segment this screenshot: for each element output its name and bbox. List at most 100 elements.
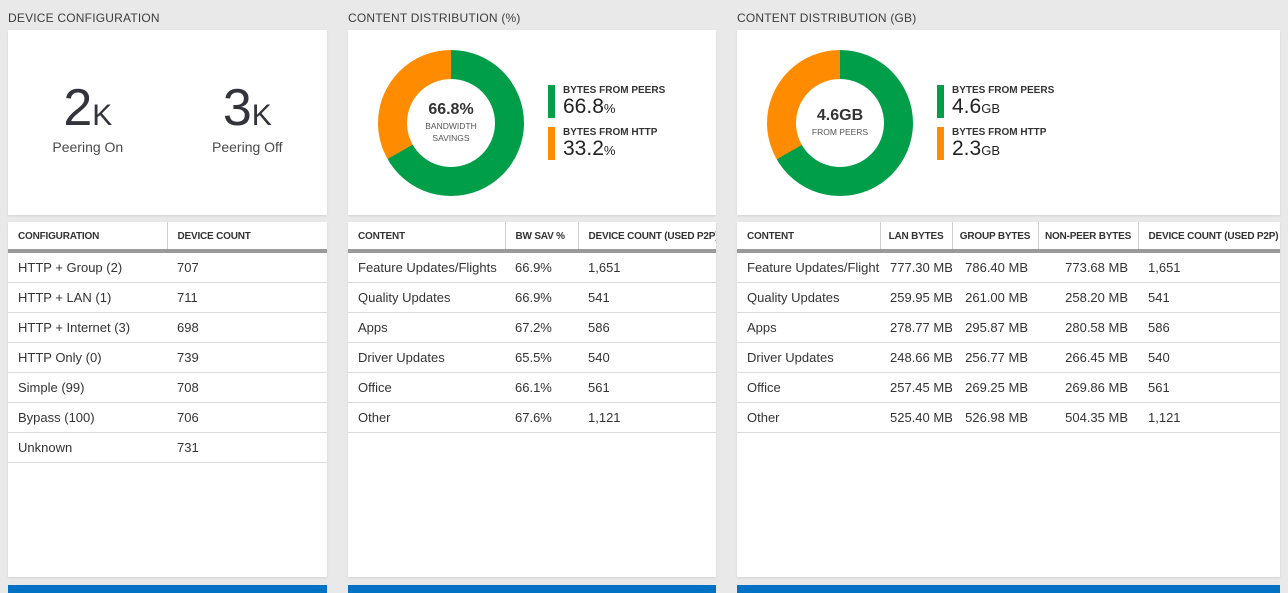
bandwidth-savings-donut-chart[interactable]: 66.8% BANDWIDTH SAVINGS bbox=[378, 49, 524, 196]
stat-peering-off-value: 3K bbox=[222, 79, 272, 137]
device-config-table: CONFIGURATION DEVICE COUNT HTTP + Group (2… bbox=[8, 222, 327, 463]
table-cell: 786.40 MB bbox=[952, 251, 1038, 283]
legend-text: BYTES FROM PEERS 4.6GB bbox=[952, 85, 1054, 118]
table-row[interactable]: Bypass (100) 706 bbox=[8, 402, 327, 433]
table-cell: 66.9% bbox=[505, 251, 578, 283]
donut-center: 66.8% BANDWIDTH SAVINGS bbox=[407, 78, 495, 167]
legend-unit-peers: % bbox=[603, 100, 616, 116]
table-row[interactable]: Feature Updates/Flights 66.9% 1,651 bbox=[348, 251, 716, 283]
table-row[interactable]: Office 257.45 MB 269.25 MB 269.86 MB 561 bbox=[737, 372, 1280, 403]
legend-unit-peers: GB bbox=[981, 100, 1000, 116]
table-row[interactable]: HTTP + Group (2) 707 bbox=[8, 251, 327, 283]
table-cell: 773.68 MB bbox=[1038, 251, 1138, 283]
table-cell: 258.20 MB bbox=[1038, 282, 1138, 313]
table-cell: Bypass (100) bbox=[8, 402, 167, 433]
legend-text: BYTES FROM HTTP 2.3GB bbox=[952, 127, 1046, 160]
column-header: CONTENT bbox=[348, 222, 506, 253]
table-cell: HTTP Only (0) bbox=[8, 342, 167, 373]
donut-center-label: FROM PEERS bbox=[811, 126, 869, 137]
table-cell: Quality Updates bbox=[348, 282, 505, 313]
table-cell: 1,651 bbox=[1138, 251, 1280, 283]
table-cell: Apps bbox=[348, 312, 505, 343]
table-cell: 261.00 MB bbox=[952, 282, 1038, 313]
table-cell: Other bbox=[737, 402, 880, 433]
table-row[interactable]: Unknown 731 bbox=[8, 432, 327, 463]
table-cell: 65.5% bbox=[505, 342, 578, 373]
stat-peering-off-label: Peering Off bbox=[212, 139, 283, 155]
panel-footer-bar bbox=[737, 585, 1280, 593]
legend-text: BYTES FROM PEERS 66.8% bbox=[563, 85, 665, 118]
legend-value-http: 33.2% bbox=[563, 137, 616, 160]
table-row[interactable]: Other 525.40 MB 526.98 MB 504.35 MB 1,121 bbox=[737, 402, 1280, 433]
device-config-stats-tile[interactable]: 2K Peering On 3K Peering Off bbox=[8, 30, 327, 215]
legend-label-peers: BYTES FROM PEERS bbox=[563, 84, 666, 96]
stat-peering-on: 2K Peering On bbox=[52, 82, 123, 155]
column-header: LAN BYTES bbox=[880, 222, 953, 253]
table-cell: 1,121 bbox=[1138, 402, 1280, 433]
table-row[interactable]: Other 67.6% 1,121 bbox=[348, 402, 716, 433]
column-header: GROUP BYTES bbox=[952, 222, 1039, 253]
table-cell: 525.40 MB bbox=[880, 402, 952, 433]
table-row[interactable]: Office 66.1% 561 bbox=[348, 372, 716, 403]
table-cell: 777.30 MB bbox=[880, 251, 952, 283]
table-cell: 256.77 MB bbox=[952, 342, 1038, 373]
legend-label-http: BYTES FROM HTTP bbox=[952, 127, 1047, 138]
table-row[interactable]: HTTP + Internet (3) 698 bbox=[8, 312, 327, 343]
table-cell: 504.35 MB bbox=[1038, 402, 1138, 433]
table-row[interactable]: Quality Updates 66.9% 541 bbox=[348, 282, 716, 313]
legend-label-peers: BYTES FROM PEERS bbox=[952, 84, 1055, 96]
table-row[interactable]: Quality Updates 259.95 MB 261.00 MB 258.20 … bbox=[737, 282, 1280, 313]
table-row[interactable]: Apps 278.77 MB 295.87 MB 280.58 MB 586 bbox=[737, 312, 1280, 343]
table-row[interactable]: Simple (99) 708 bbox=[8, 372, 327, 403]
legend-item-bytes-from-http: BYTES FROM HTTP 2.3GB bbox=[937, 127, 1054, 160]
table-row[interactable]: Driver Updates 65.5% 540 bbox=[348, 342, 716, 373]
volume-chart-tile: 4.6GB FROM PEERS BYTES FROM PEERS 4.6GB … bbox=[737, 30, 1280, 215]
legend-item-bytes-from-http: BYTES FROM HTTP 33.2% bbox=[548, 127, 665, 160]
panel-title-content-distribution-gb: CONTENT DISTRIBUTION (GB) bbox=[737, 11, 917, 25]
legend-unit-http: % bbox=[603, 143, 616, 158]
table-cell: 66.1% bbox=[505, 372, 578, 403]
volume-donut-chart[interactable]: 4.6GB FROM PEERS bbox=[767, 49, 913, 196]
table-cell: Office bbox=[737, 372, 880, 403]
table-cell: Feature Updates/Flights bbox=[348, 251, 505, 283]
table-row[interactable]: HTTP Only (0) 739 bbox=[8, 342, 327, 373]
table-cell: Other bbox=[348, 402, 505, 433]
legend-item-bytes-from-peers: BYTES FROM PEERS 66.8% bbox=[548, 84, 665, 118]
table-cell: 269.86 MB bbox=[1038, 372, 1138, 403]
donut-center-value: 4.6GB bbox=[816, 106, 864, 124]
legend-swatch-http bbox=[548, 127, 555, 160]
column-header: CONFIGURATION bbox=[8, 222, 168, 253]
table-row[interactable]: Apps 67.2% 586 bbox=[348, 312, 716, 343]
table-row[interactable]: Driver Updates 248.66 MB 256.77 MB 266.45 M… bbox=[737, 342, 1280, 373]
legend-value-peers: 66.8% bbox=[563, 94, 616, 118]
legend-item-bytes-from-peers: BYTES FROM PEERS 4.6GB bbox=[937, 84, 1054, 118]
panel-content-distribution-gb: CONTENT DISTRIBUTION (GB) 4.6GB FROM PEE… bbox=[737, 8, 1280, 593]
table-cell: 708 bbox=[167, 372, 327, 403]
table-cell: 698 bbox=[167, 312, 327, 343]
table-cell: HTTP + Group (2) bbox=[8, 251, 167, 283]
table-cell: 561 bbox=[1138, 372, 1280, 403]
stat-peering-on-label: Peering On bbox=[52, 139, 124, 155]
legend-label-http: BYTES FROM HTTP bbox=[563, 127, 658, 138]
table-cell: 295.87 MB bbox=[952, 312, 1038, 343]
table-row[interactable]: HTTP + LAN (1) 711 bbox=[8, 282, 327, 313]
stat-peering-off: 3K Peering Off bbox=[212, 82, 283, 155]
panel-title-device-configuration: DEVICE CONFIGURATION bbox=[8, 11, 160, 25]
donut-center: 4.6GB FROM PEERS bbox=[796, 78, 884, 167]
table-cell: 707 bbox=[167, 251, 327, 283]
stat-peering-on-value: 2K bbox=[63, 79, 113, 137]
donut-center-label: BANDWIDTH SAVINGS bbox=[425, 121, 477, 143]
table-cell: Feature Updates/Flights bbox=[737, 251, 880, 283]
column-header: BW SAV % bbox=[505, 222, 579, 253]
content-gb-table: CONTENT LAN BYTES GROUP BYTES NON-PEER BYTE… bbox=[737, 222, 1280, 433]
column-header: NON-PEER BYTES bbox=[1038, 222, 1139, 253]
column-header: DEVICE COUNT (USED P2P) bbox=[578, 222, 716, 253]
table-cell: 266.45 MB bbox=[1038, 342, 1138, 373]
table-cell: 1,651 bbox=[578, 251, 716, 283]
table-row[interactable]: Feature Updates/Flights 777.30 MB 786.40 M… bbox=[737, 251, 1280, 283]
table-cell: 586 bbox=[578, 312, 716, 343]
panel-device-configuration: DEVICE CONFIGURATION 2K Peering On 3K Pe… bbox=[8, 8, 327, 593]
table-cell: 257.45 MB bbox=[880, 372, 952, 403]
legend-swatch-http bbox=[937, 127, 944, 160]
